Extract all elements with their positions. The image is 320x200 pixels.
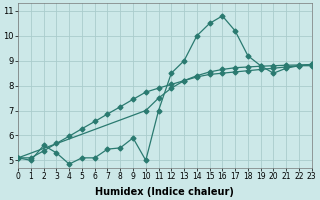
- X-axis label: Humidex (Indice chaleur): Humidex (Indice chaleur): [95, 187, 234, 197]
